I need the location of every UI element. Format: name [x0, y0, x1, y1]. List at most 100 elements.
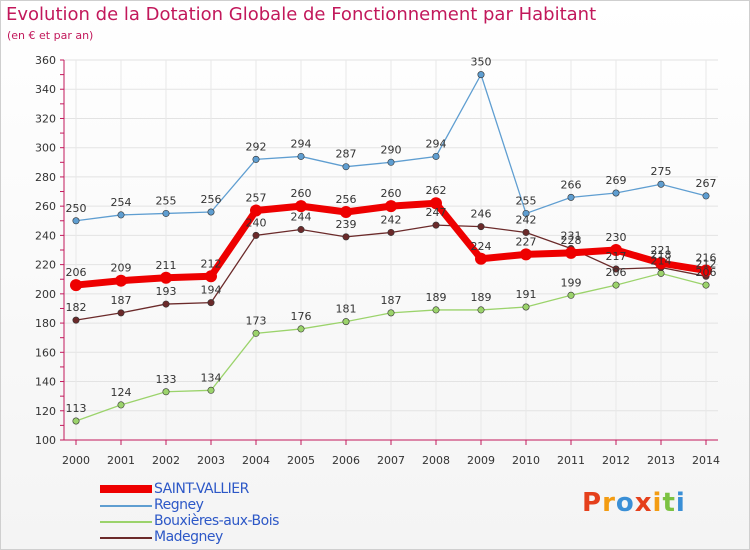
data-point-regney: [657, 180, 665, 188]
data-point-bouxi-res-aux-bois: [612, 281, 620, 289]
logo-letter: i: [675, 488, 686, 518]
data-point-regney: [477, 71, 485, 79]
data-point-saint-vallier: [160, 271, 172, 284]
y-tick-label: 200: [35, 288, 56, 301]
legend-swatch-madegney: [100, 537, 152, 539]
y-tick-label: 120: [35, 405, 56, 418]
y-tick-label: 220: [35, 259, 56, 272]
data-label-bouxi-res-aux-bois: 206: [696, 266, 717, 279]
data-point-bouxi-res-aux-bois: [162, 388, 170, 396]
data-labels: 206 209 211 212 257 260 256 260 262 224 227 228 230 2…: [66, 56, 717, 415]
data-label-saint-vallier: 224: [471, 240, 492, 253]
data-point-regney: [72, 217, 80, 225]
data-label-regney: 275: [651, 165, 672, 178]
data-label-bouxi-res-aux-bois: 199: [561, 276, 582, 289]
data-point-saint-vallier: [475, 252, 487, 265]
data-point-bouxi-res-aux-bois: [342, 318, 350, 326]
data-label-madegney: 242: [516, 213, 537, 226]
data-label-regney: 294: [426, 137, 447, 150]
data-point-bouxi-res-aux-bois: [117, 401, 125, 409]
x-tick-label: 2001: [107, 454, 135, 467]
data-label-saint-vallier: 211: [156, 259, 177, 272]
x-tick-label: 2002: [152, 454, 180, 467]
data-label-regney: 255: [156, 194, 177, 207]
x-tick-label: 2000: [62, 454, 90, 467]
x-tick-label: 2007: [377, 454, 405, 467]
y-tick-label: 140: [35, 376, 56, 389]
data-label-bouxi-res-aux-bois: 189: [471, 291, 492, 304]
y-tick-label: 100: [35, 434, 56, 447]
data-label-saint-vallier: 227: [516, 235, 537, 248]
x-tick-labels: 2000 2001 2002 2003 2004 2005 2006 2007 2008 2009…: [62, 454, 720, 467]
data-label-madegney: 217: [606, 250, 627, 263]
y-tick-labels: 100 120 140 160 180 200 220 240 260 280 300 320 340 3…: [35, 54, 56, 447]
data-label-saint-vallier: 206: [66, 266, 87, 279]
data-point-bouxi-res-aux-bois: [72, 417, 80, 425]
data-point-saint-vallier: [700, 264, 712, 277]
data-point-saint-vallier: [340, 206, 352, 218]
data-label-regney: 267: [696, 177, 717, 190]
data-point-regney: [612, 189, 620, 197]
data-point-regney: [252, 155, 260, 163]
data-label-regney: 287: [336, 148, 357, 161]
y-tick-label: 240: [35, 229, 56, 242]
data-label-saint-vallier: 256: [336, 193, 357, 206]
data-label-bouxi-res-aux-bois: 214: [651, 254, 672, 267]
y-tick-label: 280: [35, 171, 56, 184]
data-label-regney: 292: [246, 140, 267, 153]
data-label-regney: 250: [66, 202, 87, 215]
y-tick-label: 340: [35, 83, 56, 96]
data-label-saint-vallier: 262: [426, 184, 447, 197]
logo-letter: t: [662, 488, 676, 518]
data-point-bouxi-res-aux-bois: [252, 329, 260, 337]
data-label-bouxi-res-aux-bois: 187: [381, 294, 402, 307]
data-point-saint-vallier: [385, 200, 397, 213]
data-point-madegney: [387, 228, 395, 236]
data-label-bouxi-res-aux-bois: 134: [201, 371, 222, 384]
data-label-madegney: 240: [246, 216, 267, 229]
data-point-regney: [702, 192, 710, 200]
data-label-madegney: 212: [696, 257, 717, 270]
legend-swatch-saint-vallier: [100, 485, 152, 493]
data-label-regney: 266: [561, 178, 582, 191]
data-point-madegney: [162, 300, 170, 308]
data-point-regney: [567, 193, 575, 201]
data-point-bouxi-res-aux-bois: [207, 386, 215, 394]
y-tick-label: 160: [35, 346, 56, 359]
data-point-saint-vallier: [70, 279, 82, 292]
data-point-regney: [207, 208, 215, 216]
data-label-saint-vallier: 260: [291, 187, 312, 200]
data-point-saint-vallier: [520, 248, 532, 261]
data-point-bouxi-res-aux-bois: [567, 291, 575, 299]
data-point-saint-vallier: [115, 274, 127, 287]
data-label-bouxi-res-aux-bois: 133: [156, 373, 177, 386]
data-point-madegney: [432, 221, 440, 229]
data-label-regney: 269: [606, 174, 627, 187]
y-tick-label: 320: [35, 112, 56, 125]
data-point-madegney: [252, 231, 260, 239]
data-point-regney: [162, 209, 170, 217]
y-tick-label: 180: [35, 317, 56, 330]
data-point-regney: [522, 209, 530, 217]
logo-letter: r: [602, 488, 616, 518]
data-label-madegney: 242: [381, 213, 402, 226]
data-label-bouxi-res-aux-bois: 206: [606, 266, 627, 279]
data-label-saint-vallier: 212: [201, 257, 222, 270]
x-tick-label: 2006: [332, 454, 360, 467]
data-label-bouxi-res-aux-bois: 189: [426, 291, 447, 304]
data-point-saint-vallier: [295, 200, 307, 213]
data-label-saint-vallier: 260: [381, 187, 402, 200]
data-point-madegney: [207, 299, 215, 307]
data-point-madegney: [522, 228, 530, 236]
data-label-saint-vallier: 216: [696, 251, 717, 264]
data-point-regney: [297, 152, 305, 160]
data-label-bouxi-res-aux-bois: 191: [516, 288, 537, 301]
data-point-madegney: [72, 316, 80, 324]
legend-label-regney: Regney: [154, 497, 204, 513]
data-point-saint-vallier: [610, 244, 622, 256]
data-label-madegney: 218: [651, 249, 672, 262]
y-tick-label: 360: [35, 54, 56, 67]
data-point-saint-vallier: [655, 257, 667, 270]
legend-label-saint-vallier: SAINT-VALLIER: [154, 481, 249, 497]
